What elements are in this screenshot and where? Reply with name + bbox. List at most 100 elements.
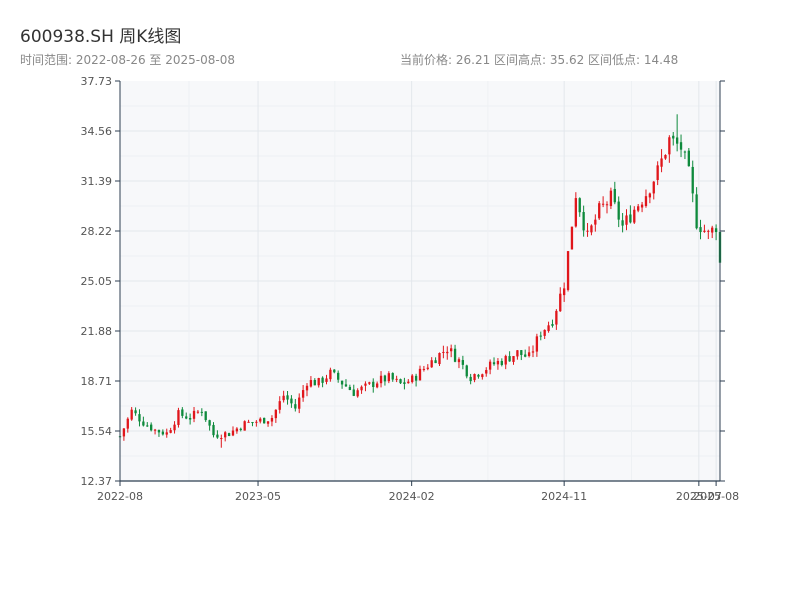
candle-body [255,421,258,423]
candle-body [134,410,137,414]
x-tick-label: 2024-11 [541,490,587,503]
candle-body [418,368,422,381]
candle-body [652,181,655,194]
candle-body [629,214,632,223]
candle-body [309,380,313,387]
candle-body [648,193,652,198]
candle-body [185,416,188,419]
candle-body [192,410,196,419]
candle-body [317,378,320,386]
candle-body [640,204,644,208]
candle-body [613,188,616,203]
price-stats-text: 当前价格: 26.21 区间高点: 35.62 区间低点: 14.48 [400,53,679,67]
candle-body [352,389,355,396]
candle-body [266,421,270,424]
candle-body [450,348,453,352]
candle-body [270,417,274,422]
candle-body [243,421,246,431]
candle-body [586,230,589,232]
candle-body [672,135,675,139]
y-tick-label: 12.37 [81,475,113,488]
candle-body [138,414,141,422]
candle-body [298,397,301,409]
candle-body [477,374,480,377]
candle-body [220,438,223,440]
candle-body [469,376,472,382]
candle-body [313,379,316,386]
candle-body [637,206,640,211]
candle-body [520,350,523,355]
candle-body [422,368,426,370]
candle-body [703,230,706,232]
candle-body [461,360,465,365]
candle-body [496,360,500,365]
candle-body [216,434,219,438]
y-tick-label: 21.88 [81,325,113,338]
candle-body [687,150,690,167]
candle-body [656,165,659,181]
candle-body [601,203,605,205]
candle-body [208,420,211,426]
candle-body [578,198,581,213]
candle-body [446,351,449,354]
candle-body [527,352,531,357]
candle-body [251,422,254,424]
candle-body [430,360,433,368]
candle-body [679,142,683,150]
candle-body [457,359,461,363]
candle-body [262,417,266,424]
candle-body [699,227,702,233]
candle-body [235,428,239,432]
candle-body [675,137,679,144]
candle-body [473,374,476,381]
candle-body [414,375,418,381]
candle-body [391,373,394,380]
candle-body [321,377,324,383]
candle-body [142,421,145,426]
candle-body [379,375,383,384]
candle-body [453,348,457,362]
candle-body [531,351,535,353]
candle-body [683,151,687,153]
candle-body [551,324,554,326]
candle-body [488,361,492,370]
y-tick-label: 37.73 [81,75,113,88]
candle-body [204,411,207,421]
candle-body [695,194,698,229]
candle-body [504,355,507,365]
x-tick-label: 2025-08 [693,490,739,503]
candle-body [524,354,527,357]
candle-body [707,230,710,232]
candle-body [609,190,613,207]
candle-body [500,360,503,365]
candle-body [562,288,566,296]
candle-body [399,379,402,384]
candle-body [465,365,468,377]
candle-body [372,381,375,388]
candle-body [286,395,289,400]
candle-body [301,390,305,398]
candle-body [543,329,546,336]
candle-body [173,424,176,431]
candle-body [212,424,215,436]
x-tick-label: 2025-07 [676,490,722,503]
candle-body [539,335,542,337]
candle-body [442,351,445,353]
y-tick-label: 34.56 [81,125,113,138]
candle-body [239,428,242,430]
candle-body [247,421,250,423]
candle-body [325,378,328,382]
candle-body [305,385,309,391]
candle-body [547,325,550,332]
candle-body [364,383,367,386]
candle-body [348,386,352,390]
candle-body [664,154,667,159]
candle-body [426,367,429,369]
candle-body [333,369,336,373]
candle-body [582,212,585,231]
candle-body [157,429,161,433]
chart-title: 600938.SH 周K线图 [20,27,182,47]
candle-body [200,411,203,413]
